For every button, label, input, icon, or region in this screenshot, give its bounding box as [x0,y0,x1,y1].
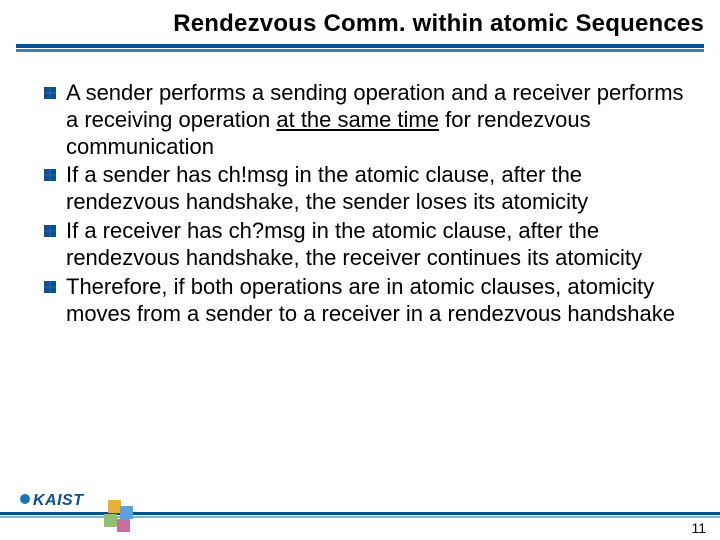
square-blue-icon [120,506,133,519]
list-item: A sender performs a sending operation an… [40,80,690,160]
slide: Rendezvous Comm. within atomic Sequences… [0,0,720,540]
square-green-icon [104,514,117,527]
page-number: 11 [691,520,706,536]
footer: KAIST 11 [0,480,720,540]
bullet-text-underline: at the same time [276,107,439,132]
title-bar-dark [16,44,704,48]
bullet-text: Therefore, if both operations are in ato… [66,274,675,326]
kaist-logo: KAIST [20,492,84,510]
title-area: Rendezvous Comm. within atomic Sequences [0,0,720,54]
bullet-text: If a receiver has ch?msg in the atomic c… [66,218,642,270]
kaist-text: KAIST [33,492,84,509]
square-pink-icon [117,519,130,532]
bullet-text: If a sender has ch!msg in the atomic cla… [66,162,588,214]
title-underline [16,44,704,54]
list-item: If a sender has ch!msg in the atomic cla… [40,162,690,216]
list-item: If a receiver has ch?msg in the atomic c… [40,218,690,272]
content-area: A sender performs a sending operation an… [0,54,720,327]
list-item: Therefore, if both operations are in ato… [40,274,690,328]
bullet-list: A sender performs a sending operation an… [40,80,690,327]
decorative-squares-icon [104,500,138,534]
title-bar-light [16,49,704,52]
kaist-dot-icon [20,494,30,504]
slide-title: Rendezvous Comm. within atomic Sequences [16,10,704,38]
